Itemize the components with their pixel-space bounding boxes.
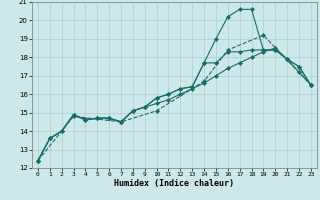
X-axis label: Humidex (Indice chaleur): Humidex (Indice chaleur) <box>115 179 234 188</box>
